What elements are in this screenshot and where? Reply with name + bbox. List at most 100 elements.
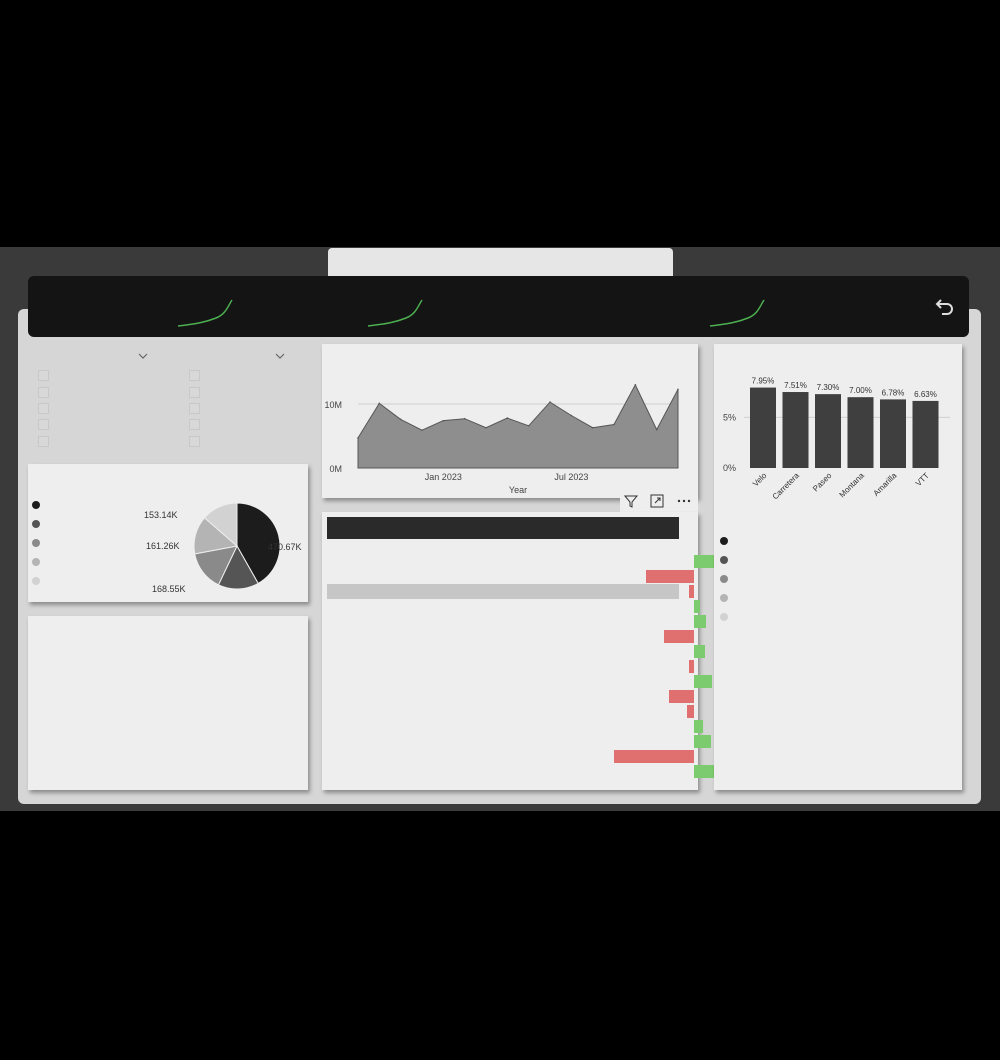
legend-item[interactable] bbox=[720, 593, 731, 604]
data-point bbox=[677, 388, 679, 391]
country-option[interactable] bbox=[189, 435, 207, 449]
x-tick-label: Amarilla bbox=[872, 471, 899, 498]
legend-item[interactable] bbox=[32, 519, 43, 530]
bar bbox=[847, 397, 874, 468]
table-row[interactable] bbox=[327, 674, 712, 689]
checkbox[interactable] bbox=[189, 403, 200, 414]
x-tick-label: Velo bbox=[751, 471, 769, 489]
checkbox[interactable] bbox=[189, 419, 200, 430]
segment-option[interactable] bbox=[38, 402, 56, 416]
table-row[interactable] bbox=[327, 614, 706, 629]
bar bbox=[750, 387, 776, 468]
undo-icon[interactable] bbox=[934, 296, 956, 318]
legend-item[interactable] bbox=[32, 500, 43, 511]
cell-pct-change bbox=[609, 749, 694, 764]
checkbox[interactable] bbox=[38, 403, 49, 414]
col-header-pct-change[interactable] bbox=[608, 517, 679, 539]
negative-change-bar bbox=[664, 630, 694, 643]
segment-chevron-down-icon[interactable] bbox=[138, 352, 148, 360]
legend-item[interactable] bbox=[720, 612, 731, 623]
kpi-bar bbox=[28, 276, 969, 337]
revenue-area bbox=[357, 383, 679, 469]
table-row[interactable] bbox=[327, 689, 694, 704]
cell-month bbox=[397, 584, 468, 599]
revenue-by-month-chart[interactable]: 10M 0M Jan 2023 Jul 2023 Year bbox=[322, 362, 698, 498]
x-tick-label: Montana bbox=[838, 471, 867, 500]
more-options-icon[interactable] bbox=[676, 494, 692, 508]
table-row[interactable] bbox=[327, 704, 694, 719]
checkbox[interactable] bbox=[189, 370, 200, 381]
cell-last-month-profit bbox=[538, 764, 608, 779]
table-row[interactable] bbox=[327, 749, 694, 764]
y-tick-label: 0% bbox=[723, 463, 736, 473]
cell-month bbox=[397, 689, 467, 704]
data-point bbox=[442, 419, 445, 422]
cell-pct-change bbox=[609, 689, 694, 704]
cell-net-profit bbox=[467, 584, 539, 599]
cell-net-profit bbox=[468, 659, 538, 674]
country-option[interactable] bbox=[189, 386, 207, 400]
cell-month bbox=[397, 554, 467, 569]
legend-item[interactable] bbox=[32, 576, 43, 587]
checkbox[interactable] bbox=[38, 436, 49, 447]
cell-net-profit bbox=[468, 569, 538, 584]
table-row[interactable] bbox=[327, 554, 716, 569]
checkbox[interactable] bbox=[38, 387, 49, 398]
col-header-net-profit[interactable] bbox=[467, 517, 539, 539]
segment-option[interactable] bbox=[38, 369, 56, 383]
cell-net-profit bbox=[468, 614, 538, 629]
table-row[interactable] bbox=[327, 719, 703, 734]
kpi-gross-profit bbox=[250, 280, 350, 290]
col-header-last-month-profit[interactable] bbox=[538, 517, 609, 539]
legend-item[interactable] bbox=[32, 538, 43, 549]
legend-item[interactable] bbox=[32, 557, 43, 568]
table-row[interactable] bbox=[327, 734, 712, 749]
table-row[interactable] bbox=[327, 659, 694, 674]
legend-item[interactable] bbox=[720, 555, 731, 566]
table-row[interactable] bbox=[327, 644, 706, 659]
cell-month bbox=[397, 569, 467, 584]
profit-by-country-donut[interactable] bbox=[784, 520, 962, 632]
country-option[interactable] bbox=[189, 369, 207, 383]
segment-option[interactable] bbox=[38, 386, 56, 400]
cell-year bbox=[327, 659, 397, 674]
x-axis-title: Year bbox=[509, 485, 527, 495]
table-row[interactable] bbox=[327, 599, 700, 614]
revenue-by-segment-chart[interactable] bbox=[28, 634, 308, 790]
legend-item[interactable] bbox=[720, 536, 731, 547]
checkbox[interactable] bbox=[38, 419, 49, 430]
data-point bbox=[613, 423, 615, 426]
top-products-chart[interactable] bbox=[714, 670, 962, 780]
cell-pct-change bbox=[609, 629, 694, 644]
col-header-year[interactable] bbox=[327, 517, 398, 539]
segment-option[interactable] bbox=[38, 418, 56, 432]
cell-last-month-profit bbox=[538, 614, 608, 629]
filter-icon[interactable] bbox=[624, 494, 638, 508]
country-option[interactable] bbox=[189, 402, 207, 416]
checkbox[interactable] bbox=[189, 387, 200, 398]
data-point bbox=[506, 417, 509, 419]
segment-option[interactable] bbox=[38, 435, 56, 449]
focus-mode-icon[interactable] bbox=[650, 494, 664, 508]
data-point bbox=[421, 429, 423, 432]
checkbox[interactable] bbox=[38, 370, 49, 381]
country-option[interactable] bbox=[189, 418, 207, 432]
cell-year bbox=[327, 734, 397, 749]
data-point bbox=[591, 426, 594, 429]
cell-pct-change bbox=[609, 764, 723, 779]
col-header-month[interactable] bbox=[397, 517, 468, 539]
table-row[interactable] bbox=[327, 764, 723, 779]
legend-item[interactable] bbox=[720, 574, 731, 585]
checkbox[interactable] bbox=[189, 436, 200, 447]
country-chevron-down-icon[interactable] bbox=[275, 352, 285, 360]
table-row[interactable] bbox=[327, 539, 679, 554]
data-point bbox=[634, 384, 637, 386]
table-row[interactable] bbox=[327, 569, 694, 584]
data-label: 6.63% bbox=[914, 390, 937, 399]
table-row[interactable] bbox=[327, 629, 694, 644]
table-row[interactable] bbox=[327, 584, 694, 599]
cell-last-month-profit bbox=[538, 659, 608, 674]
cell-month bbox=[397, 659, 467, 674]
avg-discount-chart[interactable]: 5% 0% 7.95% Velo 7.51% Carretera 7.30% Paseo 7.0… bbox=[714, 372, 962, 502]
